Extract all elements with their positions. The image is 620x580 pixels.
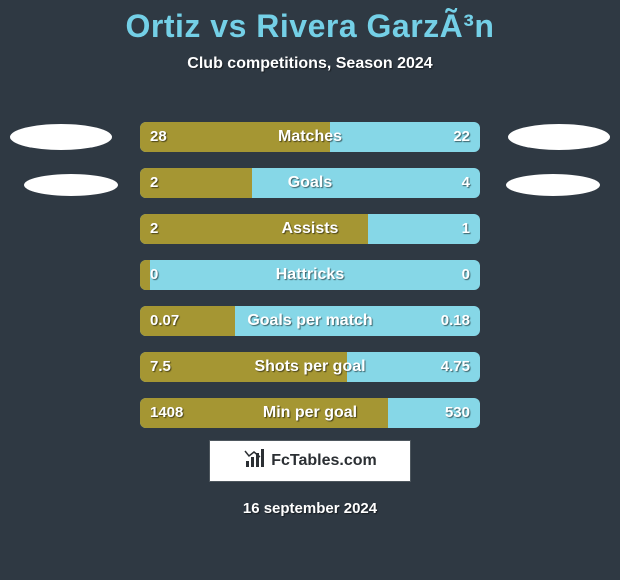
- player1-name: Ortiz: [126, 8, 201, 44]
- branding-badge[interactable]: FcTables.com: [209, 440, 411, 482]
- stat-value-left: 0: [150, 260, 158, 290]
- stat-bar-fill: [140, 352, 347, 382]
- stat-value-right: 22: [453, 122, 470, 152]
- subtitle: Club competitions, Season 2024: [0, 55, 620, 73]
- stat-value-right: 4: [462, 168, 470, 198]
- bar-chart-icon: [243, 447, 267, 476]
- stat-bar-fill: [140, 122, 330, 152]
- stat-bar-fill: [140, 260, 150, 290]
- stat-value-left: 2: [150, 168, 158, 198]
- stat-bar-bg: [140, 260, 480, 290]
- stat-value-right: 1: [462, 214, 470, 244]
- stat-row: 2Assists1: [140, 214, 480, 244]
- stat-row: 1408Min per goal530: [140, 398, 480, 428]
- oval-left-2: [24, 174, 118, 196]
- stat-value-left: 28: [150, 122, 167, 152]
- stat-value-right: 530: [445, 398, 470, 428]
- stat-value-left: 0.07: [150, 306, 179, 336]
- stat-value-right: 0.18: [441, 306, 470, 336]
- comparison-chart: 28Matches22 2Goals4 2Assists1 0Hattricks0 0.…: [140, 122, 480, 444]
- comparison-card: Ortiz vs Rivera GarzÃ³n Club competition…: [0, 0, 620, 580]
- oval-left-1: [10, 124, 112, 150]
- page-title: Ortiz vs Rivera GarzÃ³n: [0, 0, 620, 45]
- branding-text: FcTables.com: [271, 452, 377, 470]
- oval-right-2: [506, 174, 600, 196]
- stat-value-left: 1408: [150, 398, 183, 428]
- player2-name: Rivera GarzÃ³n: [256, 8, 494, 44]
- stat-bar-fill: [140, 214, 368, 244]
- stat-value-right: 0: [462, 260, 470, 290]
- stat-row: 0Hattricks0: [140, 260, 480, 290]
- vs-text: vs: [210, 8, 247, 44]
- stat-row: 28Matches22: [140, 122, 480, 152]
- stat-value-right: 4.75: [441, 352, 470, 382]
- stat-value-left: 7.5: [150, 352, 171, 382]
- stat-value-left: 2: [150, 214, 158, 244]
- stat-row: 0.07Goals per match0.18: [140, 306, 480, 336]
- footer-date: 16 september 2024: [0, 500, 620, 517]
- stat-row: 7.5Shots per goal4.75: [140, 352, 480, 382]
- oval-right-1: [508, 124, 610, 150]
- stat-row: 2Goals4: [140, 168, 480, 198]
